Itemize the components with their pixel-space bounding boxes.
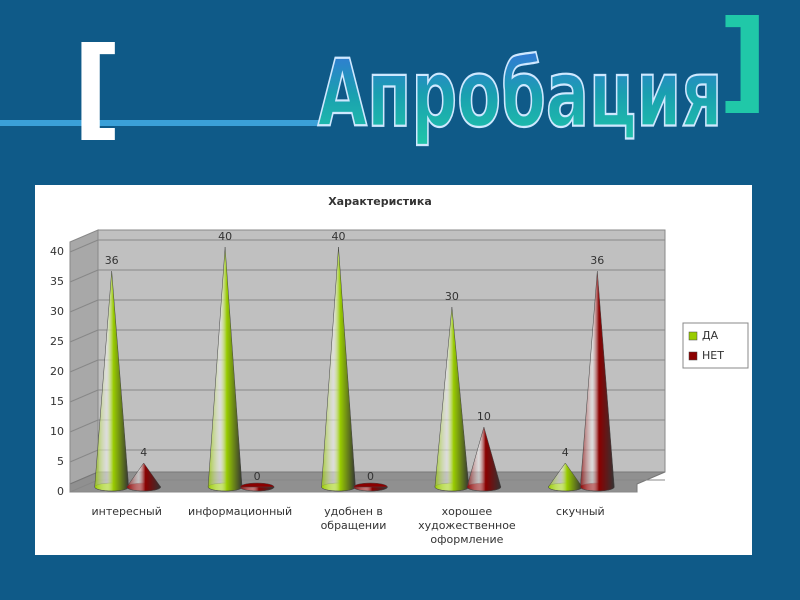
grid-line xyxy=(69,359,99,373)
grid-line xyxy=(69,269,99,283)
cone xyxy=(580,270,615,492)
chart-title: Характеристика xyxy=(328,195,432,208)
slide-title: Апробация xyxy=(318,39,723,147)
cone xyxy=(239,486,275,492)
data-label: 0 xyxy=(254,470,261,483)
y-tick-label: 20 xyxy=(50,365,64,378)
cone xyxy=(353,486,388,492)
decor-line xyxy=(0,120,330,126)
grid-line xyxy=(69,479,99,493)
data-label: 30 xyxy=(445,290,459,303)
cone xyxy=(126,462,161,492)
legend-label: НЕТ xyxy=(702,349,724,362)
y-tick-label: 25 xyxy=(50,335,64,348)
x-tick-label: интересный xyxy=(91,505,162,518)
grid-line xyxy=(69,389,99,403)
y-tick-label: 35 xyxy=(50,275,64,288)
legend-swatch xyxy=(688,351,698,361)
x-tick-label: удобнен в обращении xyxy=(320,505,387,532)
x-tick-label: информационный xyxy=(188,505,293,518)
data-label: 40 xyxy=(218,230,232,243)
grid-line xyxy=(69,329,99,343)
x-tick-label: скучный xyxy=(555,505,605,518)
y-tick-label: 0 xyxy=(57,485,64,498)
grid-line xyxy=(69,449,99,463)
data-label: 36 xyxy=(105,254,119,267)
x-tick-label: хорошее художественное оформление xyxy=(418,505,516,546)
y-tick-label: 30 xyxy=(50,305,64,318)
legend-swatch xyxy=(688,331,698,341)
grid-line xyxy=(69,299,99,313)
y-tick-label: 10 xyxy=(50,425,64,438)
back-wall xyxy=(97,229,666,473)
y-tick-label: 5 xyxy=(57,455,64,468)
grid-line xyxy=(69,419,99,433)
grid-line xyxy=(69,239,99,253)
legend-label: ДА xyxy=(702,329,719,342)
y-tick-label: 15 xyxy=(50,395,64,408)
y-tick-label: 40 xyxy=(50,245,64,258)
data-label: 36 xyxy=(590,254,604,267)
bracket: [ xyxy=(72,23,122,151)
bracket: ] xyxy=(718,0,768,124)
data-label: 4 xyxy=(562,446,569,459)
side-wall xyxy=(69,229,99,485)
data-label: 0 xyxy=(367,470,374,483)
cone xyxy=(466,426,502,492)
legend xyxy=(682,322,749,369)
data-label: 4 xyxy=(140,446,147,459)
data-label: 10 xyxy=(477,410,491,423)
data-label: 40 xyxy=(332,230,346,243)
